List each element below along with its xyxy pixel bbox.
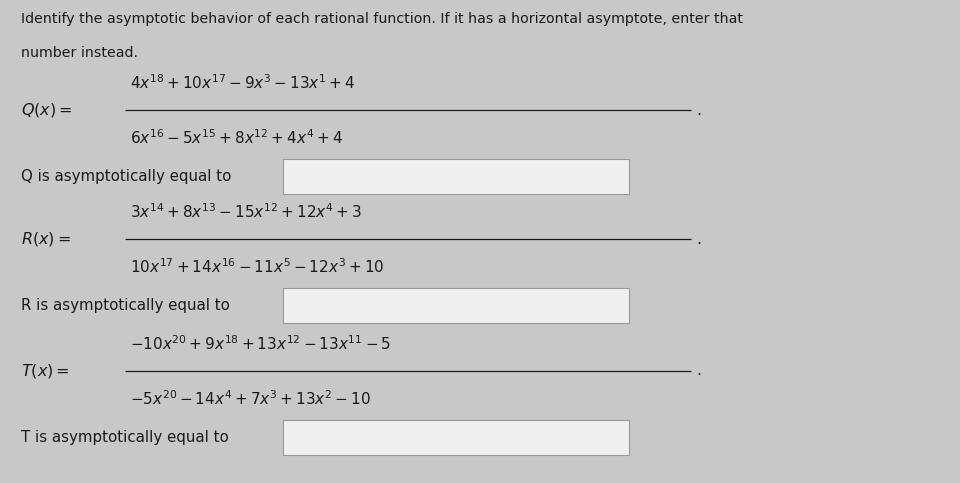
Text: Identify the asymptotic behavior of each rational function. If it has a horizont: Identify the asymptotic behavior of each… xyxy=(21,12,743,26)
Text: $R(x)=$: $R(x)=$ xyxy=(21,230,71,248)
Text: number instead.: number instead. xyxy=(21,46,138,60)
Text: $4x^{18}+10x^{17}-9x^{3}-13x^{1}+4$: $4x^{18}+10x^{17}-9x^{3}-13x^{1}+4$ xyxy=(130,73,355,92)
FancyBboxPatch shape xyxy=(283,159,629,194)
Text: .: . xyxy=(696,231,701,247)
Text: Q is asymptotically equal to: Q is asymptotically equal to xyxy=(21,169,231,184)
FancyBboxPatch shape xyxy=(283,288,629,323)
Text: $Q(x)=$: $Q(x)=$ xyxy=(21,101,73,119)
FancyBboxPatch shape xyxy=(283,420,629,455)
Text: $-5x^{20}-14x^{4}+7x^{3}+13x^{2}-10$: $-5x^{20}-14x^{4}+7x^{3}+13x^{2}-10$ xyxy=(130,389,371,408)
Text: R is asymptotically equal to: R is asymptotically equal to xyxy=(21,298,230,313)
Text: $3x^{14}+8x^{13}-15x^{12}+12x^{4}+3$: $3x^{14}+8x^{13}-15x^{12}+12x^{4}+3$ xyxy=(130,202,362,221)
Text: $T(x)=$: $T(x)=$ xyxy=(21,362,70,380)
Text: $6x^{16}-5x^{15}+8x^{12}+4x^{4}+4$: $6x^{16}-5x^{15}+8x^{12}+4x^{4}+4$ xyxy=(130,128,343,147)
Text: $-10x^{20}+9x^{18}+13x^{12}-13x^{11}-5$: $-10x^{20}+9x^{18}+13x^{12}-13x^{11}-5$ xyxy=(130,334,391,353)
Text: T is asymptotically equal to: T is asymptotically equal to xyxy=(21,429,228,445)
Text: .: . xyxy=(696,363,701,379)
Text: .: . xyxy=(696,102,701,118)
Text: $10x^{17}+14x^{16}-11x^{5}-12x^{3}+10$: $10x^{17}+14x^{16}-11x^{5}-12x^{3}+10$ xyxy=(130,257,384,276)
